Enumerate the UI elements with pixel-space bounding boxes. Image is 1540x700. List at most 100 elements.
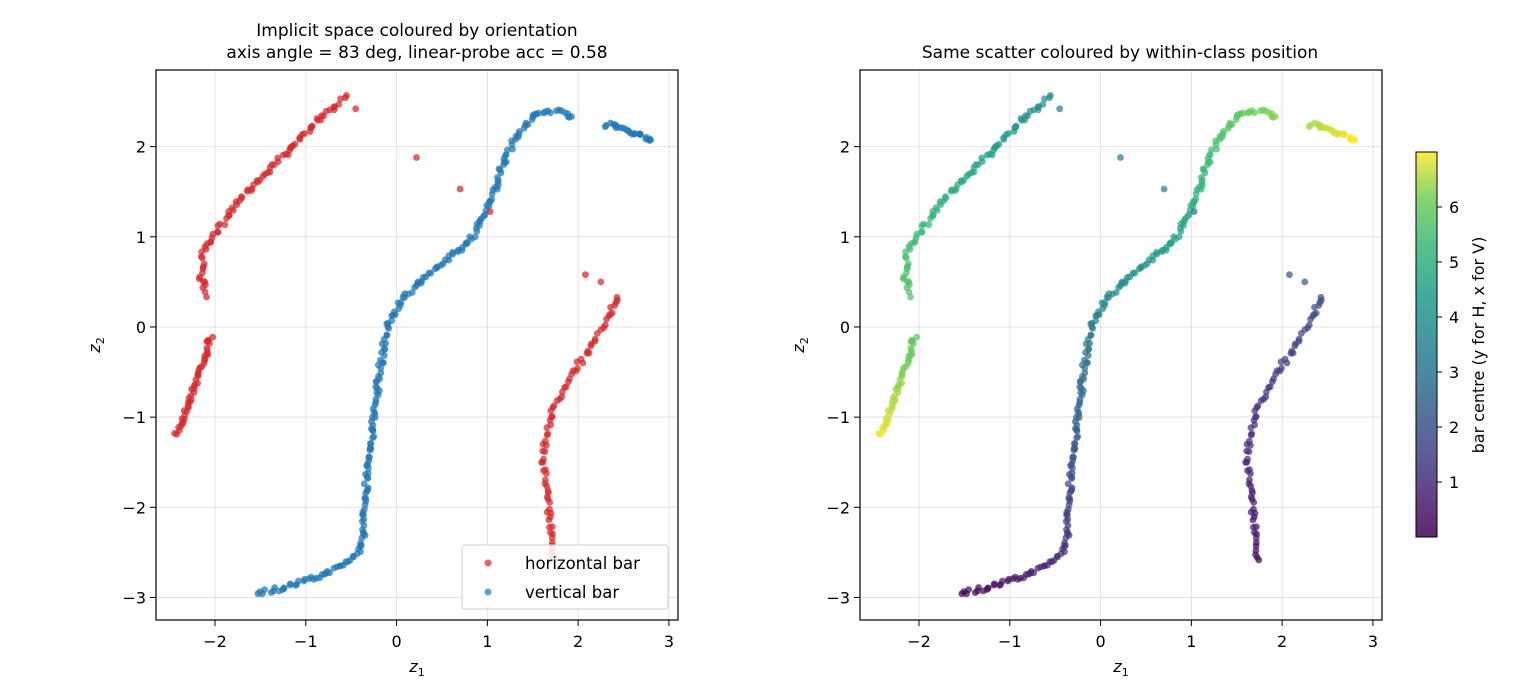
position-point [1131, 269, 1139, 277]
position-point [1305, 123, 1313, 131]
horizontal-bar-point [597, 278, 605, 286]
position-point [1081, 369, 1089, 377]
horizontal-bar-point [291, 140, 299, 148]
position-point [913, 333, 921, 341]
position-point [1047, 92, 1054, 99]
horizontal-bar-point [542, 466, 549, 473]
left-title-line-1: Implicit space coloured by orientation [256, 21, 577, 41]
position-point [965, 586, 972, 593]
vertical-bar-point [471, 233, 479, 241]
horizontal-bar-point [548, 539, 556, 547]
horizontal-bar-point [216, 220, 224, 228]
position-point [1192, 195, 1200, 203]
vertical-bar-point [535, 109, 543, 117]
horizontal-bar-point [335, 101, 343, 108]
horizontal-bar-point [456, 185, 464, 193]
vertical-bar-point [427, 269, 435, 277]
position-point [1226, 119, 1234, 127]
legend-marker-vertical [484, 588, 492, 596]
horizontal-bar-point [214, 228, 222, 236]
position-point [1335, 130, 1342, 138]
position-point [1064, 480, 1072, 488]
horizontal-bar-point [352, 105, 360, 113]
position-point [1208, 146, 1215, 154]
horizontal-bar-point [574, 364, 581, 372]
left-x-tick-label: 3 [664, 632, 674, 651]
vertical-bar-point [466, 233, 474, 241]
position-point [918, 228, 926, 236]
colorbar-tick-label: 3 [1449, 363, 1459, 382]
position-point [999, 577, 1006, 585]
position-point [1305, 321, 1313, 329]
position-point [1170, 233, 1178, 241]
horizontal-bar-point [308, 122, 316, 130]
position-point [1153, 248, 1160, 256]
position-point [1070, 453, 1077, 461]
position-point [942, 193, 949, 200]
vertical-bar-point [647, 136, 655, 144]
position-point [1250, 523, 1257, 531]
position-point [1012, 122, 1020, 130]
position-point [1248, 430, 1256, 438]
horizontal-bar-point [613, 293, 621, 301]
vertical-bar-point [463, 239, 470, 247]
horizontal-bar-point [343, 92, 350, 99]
position-point [904, 260, 912, 268]
position-point [1239, 109, 1247, 117]
right-x-tick-label: 0 [1095, 632, 1105, 651]
vertical-bar-point [496, 166, 504, 174]
position-point [1250, 505, 1257, 513]
position-point [1066, 495, 1074, 502]
right-y-tick-label: 2 [840, 138, 850, 157]
vertical-bar-point [408, 289, 416, 296]
position-point [1246, 476, 1253, 484]
position-point [1312, 309, 1320, 317]
position-point [1254, 402, 1262, 410]
colorbar-label: bar centre (y for H, x for V) [1469, 237, 1488, 454]
right-x-axis-label: z1 [1112, 657, 1128, 679]
left-title-line-2: axis angle = 83 deg, linear-probe acc = … [226, 43, 607, 63]
horizontal-bar-point [591, 335, 599, 343]
position-point [925, 221, 933, 229]
position-scatter-panel: Same scatter coloured by within-class po… [789, 43, 1383, 679]
vertical-bar-point [381, 345, 389, 353]
vertical-bar-point [547, 109, 554, 117]
vertical-bar-point [397, 299, 405, 306]
horizontal-bar-point [486, 208, 494, 216]
position-point [1074, 433, 1082, 440]
vertical-bar-point [522, 119, 530, 127]
left-y-tick-label: 1 [136, 228, 146, 247]
vertical-bar-point [261, 586, 268, 593]
vertical-bar-point [366, 453, 373, 461]
left-y-tick-label: 2 [136, 138, 146, 157]
horizontal-bar-point [582, 271, 589, 279]
vertical-bar-point [364, 469, 372, 477]
position-point [975, 584, 982, 591]
horizontal-bar-point [547, 529, 554, 536]
position-point [1112, 289, 1120, 296]
horizontal-bar-point [548, 413, 556, 420]
position-point [1281, 355, 1289, 363]
position-point [1341, 131, 1348, 139]
vertical-bar-point [376, 356, 384, 364]
horizontal-bar-point [584, 347, 592, 355]
vertical-bar-point [362, 495, 370, 502]
position-point [1160, 185, 1168, 193]
position-point [995, 140, 1003, 148]
position-point [1251, 109, 1258, 117]
vertical-bar-point [488, 195, 496, 203]
left-y-tick-label: −1 [122, 408, 146, 427]
position-point [1092, 317, 1100, 325]
right-x-tick-label: 3 [1368, 632, 1378, 651]
horizontal-bar-point [238, 193, 245, 200]
right-y-tick-label: 1 [840, 228, 850, 247]
horizontal-bar-point [221, 221, 229, 229]
legend-box [461, 544, 669, 610]
vertical-bar-point [326, 569, 333, 577]
left-y-tick-label: −2 [122, 498, 146, 517]
horizontal-bar-point [274, 154, 282, 162]
horizontal-bar-point [608, 309, 616, 317]
colorbar-gradient [1415, 151, 1438, 538]
vertical-bar-point [631, 130, 638, 138]
position-point [1198, 174, 1205, 181]
